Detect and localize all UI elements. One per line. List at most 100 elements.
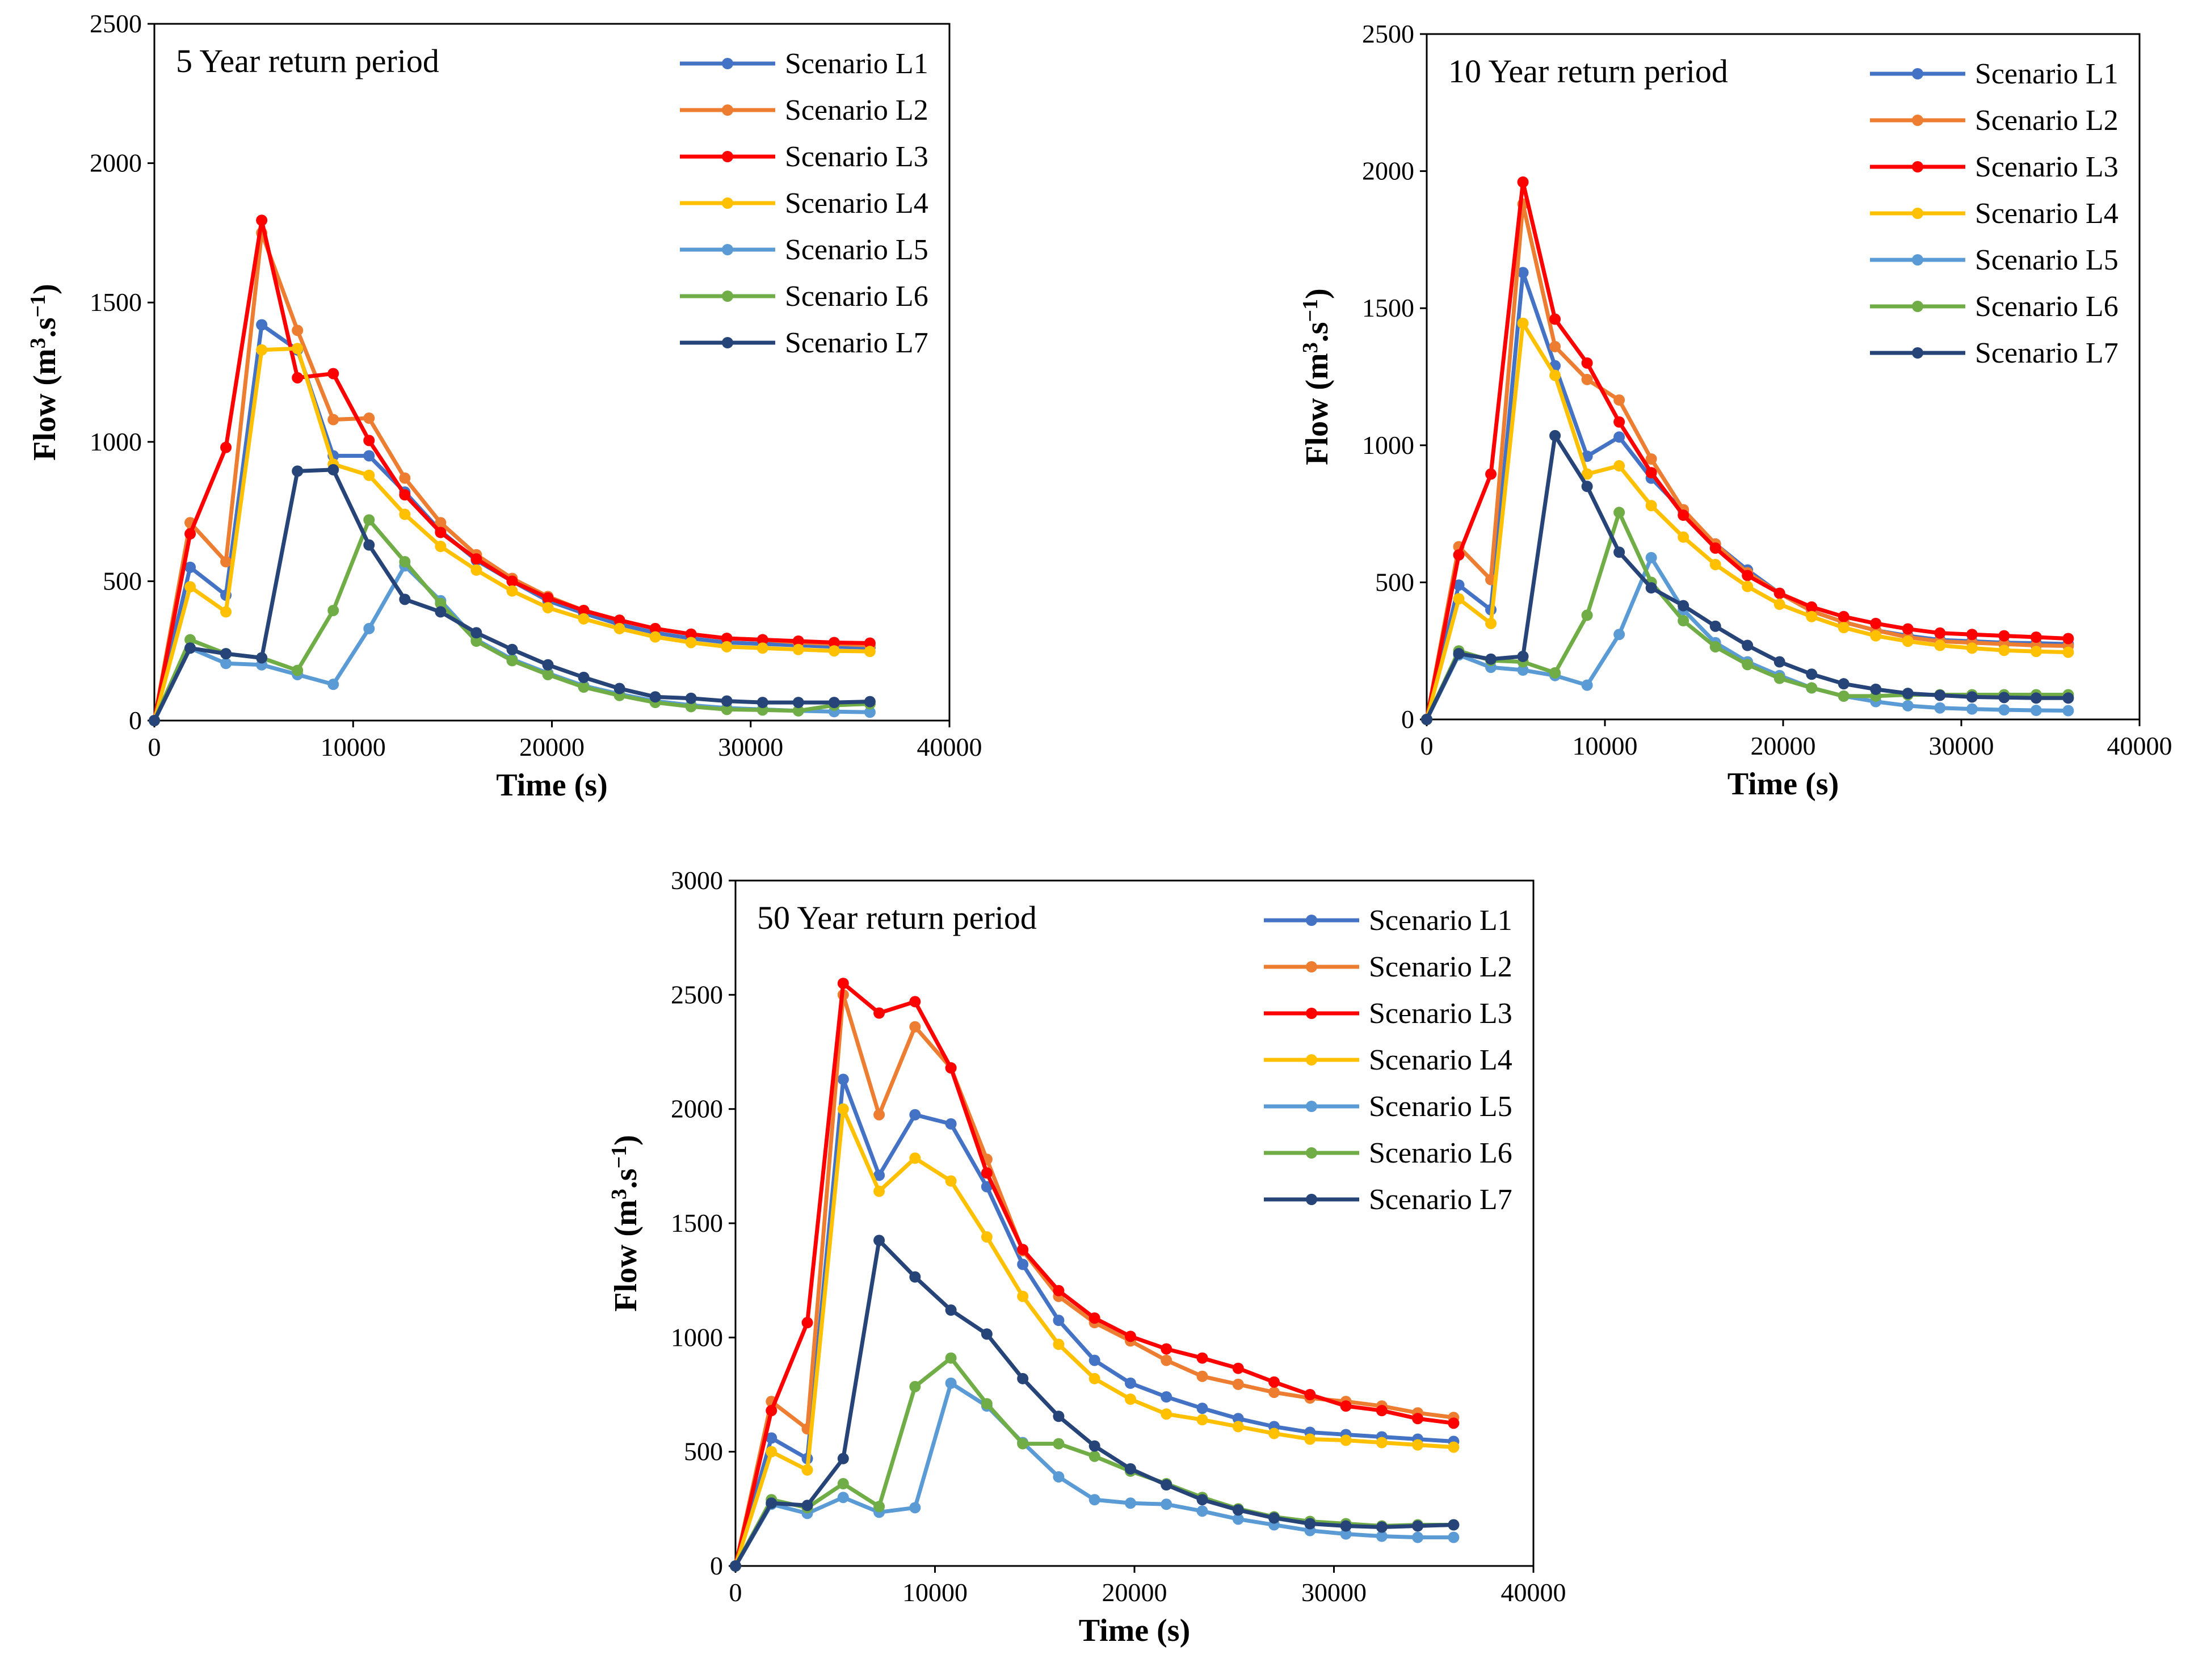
x-tick-label: 40000 (917, 732, 982, 761)
y-axis-title-part: Flow (m (608, 1199, 644, 1312)
x-tick-label: 40000 (1501, 1578, 1566, 1607)
data-point (1304, 1518, 1316, 1530)
data-point (1268, 1376, 1280, 1388)
data-point (1902, 623, 1914, 635)
data-point (1017, 1438, 1029, 1450)
data-point (220, 658, 232, 670)
data-point (1017, 1372, 1029, 1384)
data-point (506, 585, 518, 597)
y-tick-label: 3000 (671, 866, 723, 895)
data-point (801, 1500, 813, 1511)
x-axis-title: Time (s) (496, 768, 608, 803)
y-axis-title-part: Flow (m (27, 348, 62, 461)
legend-swatch-marker (722, 244, 733, 255)
data-point (685, 701, 697, 713)
legend-label: Scenario L1 (1975, 58, 2119, 90)
data-point (1806, 682, 1818, 694)
data-point (256, 652, 268, 664)
data-point (766, 1432, 777, 1444)
data-point (1196, 1352, 1208, 1364)
legend-label: Scenario L2 (785, 94, 928, 127)
data-point (1581, 609, 1593, 621)
x-tick-label: 30000 (718, 732, 783, 761)
data-point (1268, 1386, 1280, 1398)
data-point (613, 683, 625, 694)
legend-entry: Scenario L6 (680, 280, 928, 313)
legend-swatch-marker (722, 151, 733, 162)
data-point (578, 681, 590, 693)
data-point (578, 671, 590, 683)
data-point (542, 602, 554, 614)
data-point (184, 642, 196, 654)
legend-label: Scenario L7 (785, 327, 928, 359)
x-tick-label: 0 (729, 1578, 742, 1607)
chart-5-year-return-period: 0 500 1000 1500 2000 2500 0 10000 20000 30000 4000… (26, 9, 982, 803)
data-point (828, 697, 840, 709)
data-point (981, 1181, 993, 1193)
data-point (1340, 1520, 1352, 1532)
data-point (1966, 703, 1978, 715)
data-point (1870, 630, 1882, 642)
data-point (184, 561, 196, 573)
data-point (1517, 650, 1529, 662)
data-point (1124, 1377, 1136, 1389)
data-point (1517, 317, 1529, 329)
data-point (1742, 570, 1754, 582)
data-point (363, 622, 375, 634)
data-point (1678, 600, 1689, 612)
legend-swatch-marker (1912, 347, 1923, 359)
x-axis-title: Time (s) (1728, 767, 1839, 802)
data-point (220, 441, 232, 453)
data-point (292, 343, 304, 355)
data-point (1376, 1437, 1388, 1449)
data-point (1232, 1362, 1244, 1374)
data-point (1613, 416, 1625, 428)
data-point (1678, 531, 1689, 543)
legend-entry: Scenario L7 (1264, 1184, 1512, 1216)
series-scenario-l6 (149, 514, 876, 726)
legend-swatch-marker (722, 197, 733, 209)
series-scenario-l6 (1421, 507, 2074, 725)
data-point (1124, 1393, 1136, 1405)
legend-swatch-marker (1306, 1147, 1317, 1159)
data-point (1017, 1258, 1029, 1270)
y-tick-label: 1000 (671, 1323, 723, 1351)
legend-label: Scenario L5 (1975, 244, 2119, 276)
data-point (981, 1328, 993, 1340)
data-point (828, 637, 840, 649)
legend-swatch-marker (1306, 961, 1317, 972)
legend-entry: Scenario L5 (680, 234, 928, 266)
data-point (435, 517, 447, 529)
legend-entry: Scenario L1 (1870, 58, 2119, 90)
data-point (1053, 1285, 1065, 1296)
data-point (363, 514, 375, 526)
data-point (766, 1446, 777, 1458)
data-point (327, 368, 339, 380)
series-scenario-l7 (730, 1235, 1460, 1572)
y-axis-title-part: ) (1300, 288, 1335, 299)
data-point (1773, 656, 1785, 668)
legend-entry: Scenario L2 (1264, 951, 1512, 983)
data-point (1161, 1408, 1172, 1420)
data-point (1161, 1498, 1172, 1510)
data-point (1232, 1421, 1244, 1433)
data-point (542, 592, 554, 604)
data-point (292, 325, 304, 336)
data-point (837, 1103, 849, 1115)
data-point (1966, 642, 1978, 654)
data-point (721, 641, 733, 652)
data-point (792, 705, 804, 717)
legend-label: Scenario L3 (785, 141, 928, 173)
data-point (649, 622, 661, 634)
data-point (1934, 627, 1946, 639)
legend-entry: Scenario L3 (680, 141, 928, 173)
y-axis-title-part: .s (608, 1169, 644, 1189)
legend-label: Scenario L3 (1975, 151, 2119, 183)
data-point (1998, 645, 2010, 656)
y-tick-label: 2000 (1362, 157, 1414, 186)
data-point (327, 414, 339, 426)
data-point (873, 1235, 885, 1247)
data-point (1196, 1403, 1208, 1414)
y-axis-title-part: ) (608, 1135, 644, 1146)
legend-entry: Scenario L2 (1870, 104, 2119, 137)
